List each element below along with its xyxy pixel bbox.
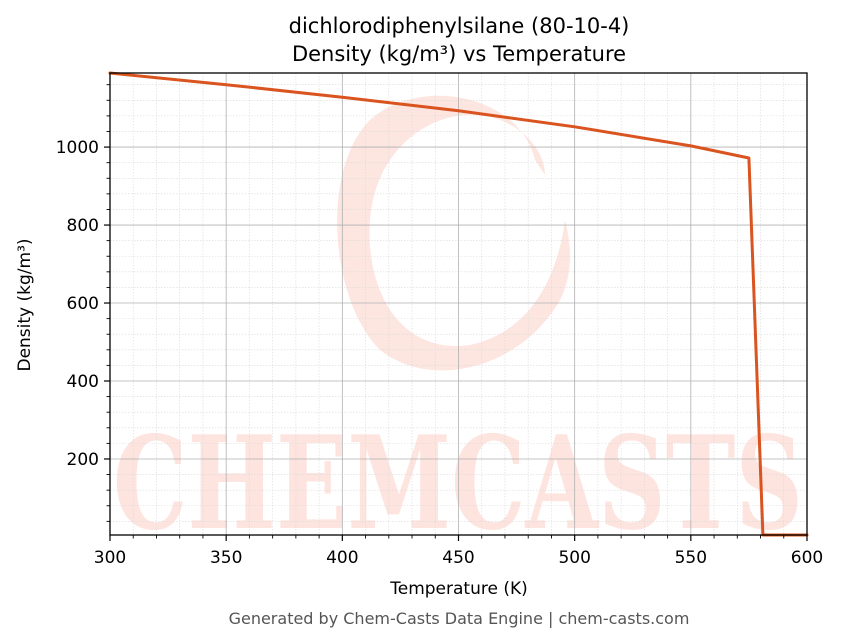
x-tick-label: 300 xyxy=(94,548,126,568)
y-tick-label: 600 xyxy=(67,294,99,314)
footer-credit: Generated by Chem-Casts Data Engine | ch… xyxy=(229,609,690,628)
y-tick-label: 800 xyxy=(67,216,99,236)
y-tick-label: 1000 xyxy=(56,138,99,158)
x-tick-label: 600 xyxy=(791,548,823,568)
y-tick-labels: 200 400 600 800 1000 xyxy=(56,138,99,470)
density-series-line xyxy=(108,71,809,537)
axis-ticks xyxy=(104,84,808,541)
x-tick-label: 550 xyxy=(675,548,707,568)
x-tick-label: 350 xyxy=(210,548,242,568)
chart-subtitle: Density (kg/m³) vs Temperature xyxy=(292,42,626,66)
watermark-text: CHEMCASTS xyxy=(113,409,803,559)
x-tick-labels: 300 350 400 450 500 550 600 xyxy=(94,548,823,568)
x-tick-label: 500 xyxy=(558,548,590,568)
x-axis-label: Temperature (K) xyxy=(389,579,528,599)
y-tick-label: 200 xyxy=(67,450,99,470)
y-axis-label: Density (kg/m³) xyxy=(15,238,35,371)
y-tick-label: 400 xyxy=(67,372,99,392)
chemcasts-watermark: CHEMCASTS xyxy=(113,95,803,559)
chart-title: dichlorodiphenylsilane (80-10-4) xyxy=(289,14,630,38)
series-layer xyxy=(108,71,809,537)
x-tick-label: 450 xyxy=(442,548,474,568)
watermark-swirl xyxy=(337,95,570,371)
x-tick-label: 400 xyxy=(326,548,358,568)
